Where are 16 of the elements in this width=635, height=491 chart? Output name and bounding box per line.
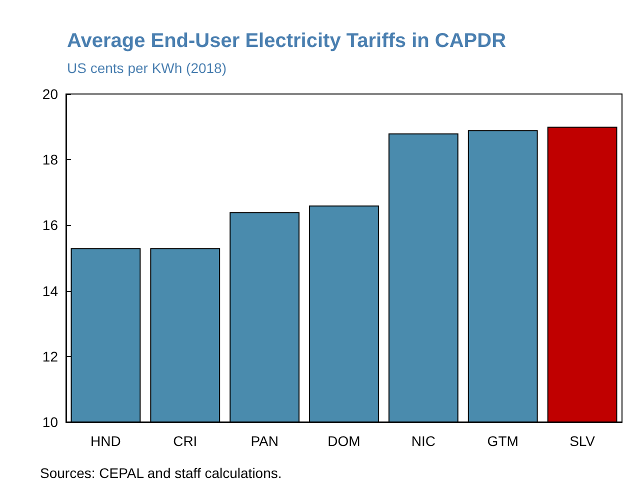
- y-tick-label: 20: [42, 86, 58, 102]
- x-tick-label: PAN: [250, 433, 278, 449]
- chart-title: Average End-User Electricity Tariffs in CAPDR: [67, 30, 507, 52]
- x-tick-label: HND: [90, 433, 121, 449]
- y-tick-label: 16: [42, 217, 58, 234]
- chart-subtitle: US cents per KWh (2018): [67, 60, 227, 76]
- x-tick-label: SLV: [570, 433, 596, 449]
- x-tick-label: GTM: [487, 433, 518, 449]
- y-tick-label: 18: [42, 152, 58, 168]
- x-tick-label: DOM: [328, 433, 360, 449]
- x-tick-label: NIC: [411, 433, 436, 449]
- y-tick-label: 10: [42, 414, 58, 430]
- y-tick-label: 14: [42, 282, 58, 299]
- x-tick-label: CRI: [173, 433, 198, 449]
- source-note: Sources: CEPAL and staff calculations.: [40, 465, 282, 481]
- y-tick-label: 12: [42, 348, 58, 364]
